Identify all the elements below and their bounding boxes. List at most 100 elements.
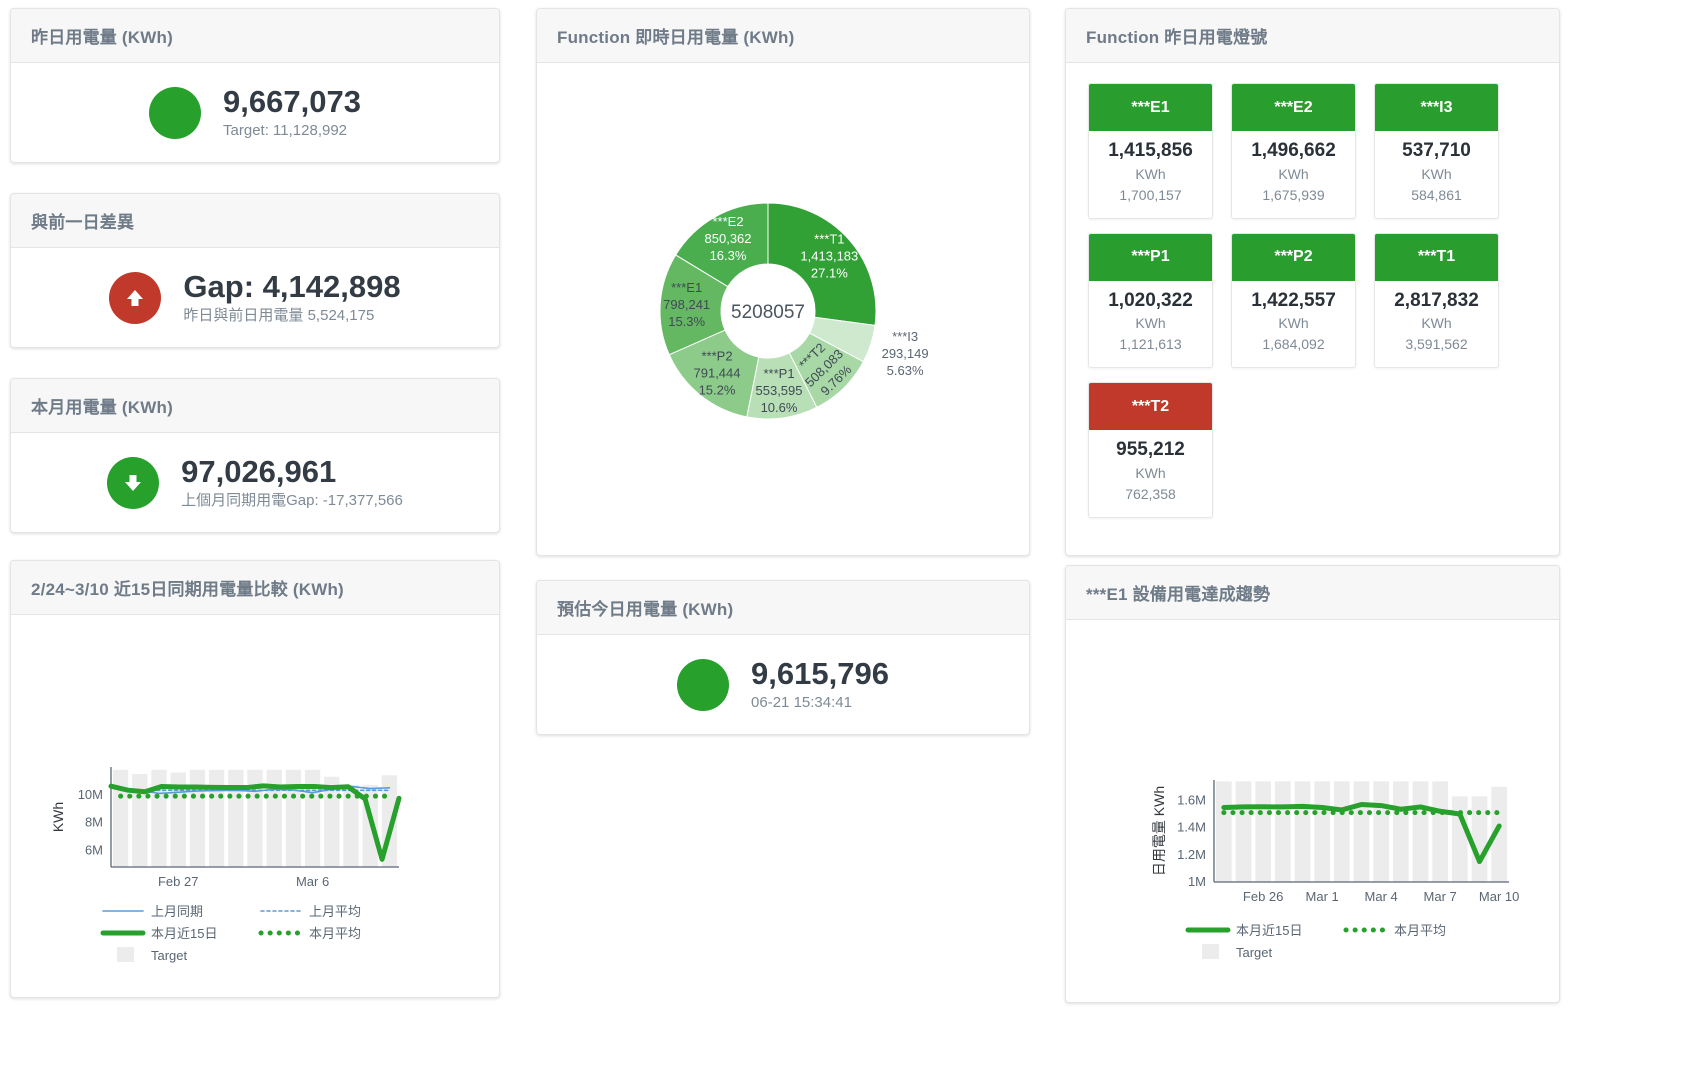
panel-trend-15day: 2/24~3/10 近15日同期用電量比較 (KWh) 6M 8M 10M Feb 2… xyxy=(10,560,500,998)
target-bar xyxy=(285,769,302,867)
target-bar xyxy=(1255,781,1272,882)
status-tile[interactable]: ***P2 1,422,557 KWh 1,684,092 xyxy=(1231,232,1356,369)
card-month-usage-value: 97,026,961 xyxy=(181,453,337,489)
status-circle-green-icon xyxy=(149,87,202,139)
status-tile-target: 762,358 xyxy=(1125,486,1176,503)
y-tick-label: 8M xyxy=(85,815,103,830)
chart-legend-item[interactable]: 本月平均 xyxy=(258,926,361,941)
trend-15day-chart[interactable]: 6M 8M 10M Feb 27 Mar 6 KWh 上月同期 上月平均 本月近15日 本月平均 T… xyxy=(11,615,499,998)
chart-legend-item[interactable]: 上月同期 xyxy=(102,904,203,919)
chart-legend-item[interactable]: 本月近15日 xyxy=(1185,923,1302,938)
card-month-usage-title: 本月用電量 (KWh) xyxy=(11,379,499,433)
target-bar xyxy=(343,785,359,867)
x-tick-label: Feb 26 xyxy=(1243,889,1283,904)
status-tile-name: ***E1 xyxy=(1089,84,1212,131)
target-bar xyxy=(1274,781,1291,882)
chart-legend-item[interactable]: 上月平均 xyxy=(260,904,361,919)
target-bar xyxy=(324,776,340,867)
chart-legend-item[interactable]: 本月近15日 xyxy=(100,926,217,941)
status-tile-unit: KWh xyxy=(1278,165,1309,182)
legend-label: 本月平均 xyxy=(309,926,361,941)
chart-line-series xyxy=(108,783,402,862)
panel-trend-15day-title: 2/24~3/10 近15日同期用電量比較 (KWh) xyxy=(11,561,499,615)
x-tick-label: Mar 6 xyxy=(296,874,329,889)
target-bar xyxy=(151,769,167,867)
status-tile[interactable]: ***E2 1,496,662 KWh 1,675,939 xyxy=(1231,83,1356,219)
status-tile[interactable]: ***T2 955,212 KWh 762,358 xyxy=(1088,382,1213,519)
legend-label: 本月近15日 xyxy=(1236,923,1302,938)
status-tile-value: 2,817,832 xyxy=(1394,289,1479,311)
status-tile-body: 1,020,322 KWh 1,121,613 xyxy=(1089,281,1212,368)
status-tile-unit: KWh xyxy=(1278,315,1309,332)
status-tile-value: 1,415,856 xyxy=(1108,140,1193,161)
donut-slice[interactable] xyxy=(659,254,729,356)
legend-label: 本月近15日 xyxy=(151,926,217,941)
legend-label: Target xyxy=(151,948,188,963)
target-bar xyxy=(1373,781,1390,882)
donut-slice[interactable] xyxy=(767,202,877,326)
target-bar xyxy=(1451,796,1468,882)
status-tile-target: 1,684,092 xyxy=(1262,336,1325,353)
chart-legend-item[interactable]: 本月平均 xyxy=(1343,923,1446,938)
donut-chart[interactable]: ***T1 1,413,183 27.1% ***I3 293,149 5.63% ***T… xyxy=(537,63,1029,556)
status-tile-body: 1,496,662 KWh 1,675,939 xyxy=(1232,131,1355,218)
y-tick-label: 6M xyxy=(85,842,103,857)
card-yesterday-usage-title: 昨日用電量 (KWh) xyxy=(11,9,499,63)
chart-legend-item[interactable]: Target xyxy=(1202,944,1273,960)
target-bar xyxy=(112,769,129,867)
status-tile[interactable]: ***T1 2,817,832 KWh 3,591,562 xyxy=(1374,232,1499,369)
status-tile-target: 3,591,562 xyxy=(1405,336,1468,353)
y-tick-label: 10M xyxy=(78,787,103,802)
card-forecast-today-timestamp: 06-21 15:34:41 xyxy=(751,693,852,711)
status-tile-value: 537,710 xyxy=(1402,140,1471,161)
status-tile[interactable]: ***I3 537,710 KWh 584,861 xyxy=(1374,83,1499,219)
status-tile-name: ***I3 xyxy=(1375,84,1498,131)
status-tile[interactable]: ***E1 1,415,856 KWh 1,700,157 xyxy=(1088,83,1213,219)
target-bar xyxy=(1412,781,1429,882)
card-day-gap-sub: 昨日與前日用電量 5,524,175 xyxy=(183,306,375,324)
target-bar xyxy=(228,769,244,867)
status-tile-grid: ***E1 1,415,856 KWh 1,700,157 ***E2 1,496,662… xyxy=(1066,63,1559,538)
donut-slice[interactable] xyxy=(674,202,769,288)
panel-status-tiles: Function 昨日用電燈號 ***E1 1,415,856 KWh 1,700,1… xyxy=(1065,8,1560,556)
chart-legend-item[interactable]: Target xyxy=(117,947,188,963)
status-tile-body: 1,415,856 KWh 1,700,157 xyxy=(1089,131,1212,218)
status-tile-unit: KWh xyxy=(1135,165,1166,182)
target-bar xyxy=(266,769,282,867)
y-axis-title: 日用電量 KWh xyxy=(1151,786,1167,876)
status-tile-unit: KWh xyxy=(1135,315,1166,332)
target-bar xyxy=(189,769,206,867)
legend-swatch xyxy=(1202,944,1219,959)
donut-slice-label: ***P2 791,444 15.2% xyxy=(694,349,741,398)
target-bar xyxy=(1314,781,1331,882)
status-tile-target: 584,861 xyxy=(1411,186,1462,203)
target-bar xyxy=(1471,796,1488,882)
status-tile-body: 537,710 KWh 584,861 xyxy=(1375,131,1498,218)
legend-swatch xyxy=(117,947,134,962)
card-day-gap-value: Gap: 4,142,898 xyxy=(183,268,401,304)
target-bar xyxy=(1235,781,1252,882)
status-tile[interactable]: ***P1 1,020,322 KWh 1,121,613 xyxy=(1088,232,1213,369)
legend-label: Target xyxy=(1236,945,1273,960)
e1-trend-chart[interactable]: 1M 1.2M 1.4M 1.6M Feb 26 Mar 1 Mar 4 Mar 7 Mar 1… xyxy=(1066,620,1559,1003)
status-tile-target: 1,675,939 xyxy=(1262,186,1325,203)
status-tile-body: 1,422,557 KWh 1,684,092 xyxy=(1232,281,1355,368)
legend-label: 本月平均 xyxy=(1394,923,1446,938)
status-circle-green-icon xyxy=(677,659,730,711)
card-forecast-today: 預估今日用電量 (KWh) 9,615,796 06-21 15:34:41 xyxy=(536,580,1030,735)
donut-slice-label: ***P1 553,595 10.6% xyxy=(756,366,803,415)
card-month-usage: 本月用電量 (KWh) 97,026,961 上個月同期用電Gap: -17,3… xyxy=(10,378,500,533)
panel-realtime-usage-title: Function 即時日用電量 (KWh) xyxy=(537,9,1029,63)
donut-slice-label: ***T1 1,413,183 27.1% xyxy=(800,231,858,280)
panel-e1-trend-title: ***E1 設備用電達成趨勢 xyxy=(1066,566,1559,620)
status-tile-value: 1,496,662 xyxy=(1251,140,1336,161)
status-tile-value: 1,422,557 xyxy=(1251,289,1336,311)
arrow-up-icon xyxy=(109,272,162,324)
donut-slice-label: ***I3 293,149 5.63% xyxy=(882,329,929,378)
status-tile-name: ***P2 xyxy=(1232,233,1355,281)
x-tick-label: Mar 4 xyxy=(1365,889,1398,904)
card-forecast-today-title: 預估今日用電量 (KWh) xyxy=(537,581,1029,635)
donut-slice-label: ***E2 850,362 16.3% xyxy=(705,214,752,263)
card-yesterday-usage-target: Target: 11,128,992 xyxy=(223,121,348,139)
status-tile-value: 1,020,322 xyxy=(1108,289,1193,311)
